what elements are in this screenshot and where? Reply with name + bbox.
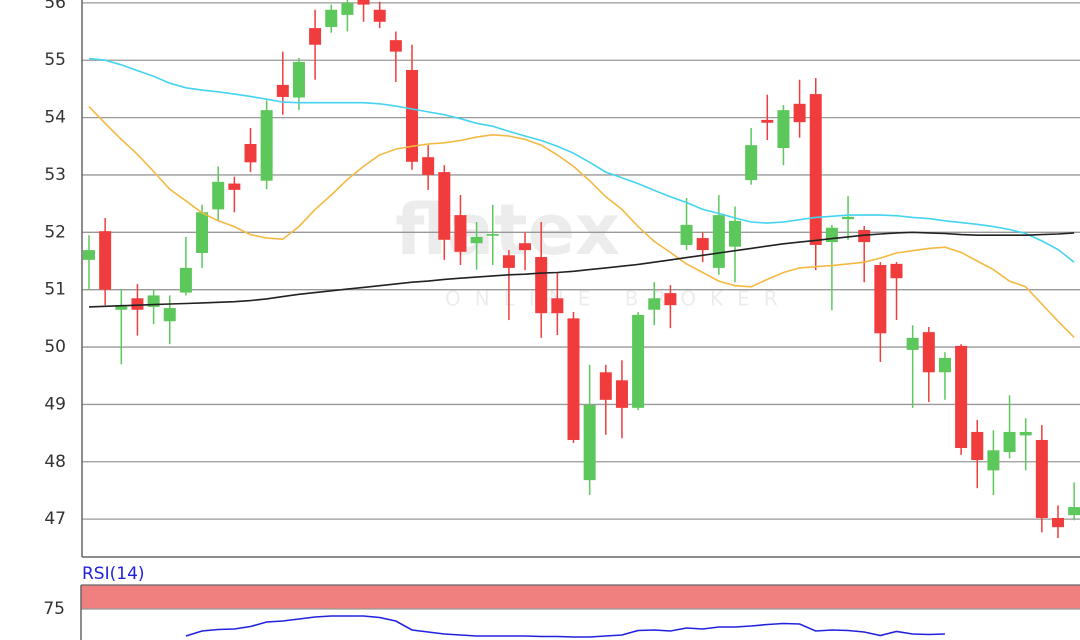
overbought-band	[81, 585, 1080, 609]
candle-body	[438, 172, 451, 240]
y-tick-label: 49	[44, 394, 66, 414]
candle-body	[890, 263, 903, 279]
candle-body	[632, 314, 645, 408]
candle-body	[1068, 507, 1080, 516]
candle-body	[696, 238, 709, 251]
candle-body	[906, 337, 919, 350]
candle-body	[341, 2, 354, 15]
watermark-sub: ONLINE BROKER	[445, 287, 792, 311]
y-tick-label: 52	[44, 222, 66, 242]
candle-body	[938, 357, 951, 373]
moving-average	[88, 57, 1075, 263]
candle-body	[1052, 517, 1064, 528]
candle-body	[260, 110, 273, 181]
candle-body	[147, 295, 160, 307]
candle-body	[842, 216, 855, 220]
y-tick-label: 47	[44, 509, 66, 529]
candle-body	[761, 119, 774, 123]
candle-body	[422, 157, 435, 175]
y-tick-label: 53	[44, 165, 66, 185]
candle-body	[599, 372, 612, 400]
candle-body	[793, 103, 806, 123]
candle-body	[470, 236, 483, 244]
candle-body	[83, 250, 95, 260]
moving-average	[88, 106, 1075, 338]
candle-body	[502, 255, 515, 268]
candle-body	[115, 305, 128, 310]
candle-body	[99, 231, 112, 290]
candle-body	[196, 212, 209, 253]
candle-body	[680, 224, 693, 245]
candle-body	[971, 431, 984, 461]
candle-body	[1019, 431, 1032, 436]
candle-body	[1035, 439, 1048, 518]
candle-body	[276, 84, 289, 97]
panel-title: RSI(14)	[82, 564, 145, 584]
candle-body	[389, 40, 402, 52]
candle-body	[858, 230, 871, 243]
candle-body	[955, 345, 968, 449]
candle-body	[777, 110, 790, 148]
candle-body	[244, 143, 257, 163]
candle-body	[809, 94, 822, 245]
candle-body	[519, 243, 532, 251]
candle-body	[567, 318, 580, 440]
candle-body	[309, 28, 322, 45]
candle-body	[922, 332, 935, 373]
rsi-line	[185, 615, 945, 638]
candle-body	[163, 308, 176, 322]
y-tick-label: 51	[44, 280, 66, 300]
candle-body	[131, 298, 144, 310]
candle-body	[454, 215, 467, 252]
candle-body	[615, 380, 628, 408]
y-tick-label: 55	[44, 50, 66, 70]
candle-body	[664, 293, 677, 306]
candle-body	[874, 265, 887, 334]
candle-body	[535, 256, 548, 314]
candle-body	[825, 227, 838, 243]
candle-body	[406, 69, 418, 162]
y-tick-label: 48	[44, 452, 66, 472]
y-tick-label: 75	[43, 599, 65, 619]
candle-body	[212, 181, 225, 210]
candle-body	[292, 61, 305, 98]
candle-body	[486, 234, 499, 236]
candle-body	[712, 215, 725, 268]
candle-body	[373, 9, 386, 22]
candle-body	[325, 9, 338, 27]
moving-average	[88, 231, 1075, 308]
candle-body	[1003, 431, 1016, 453]
candle-body	[745, 145, 758, 181]
candle-body	[228, 183, 241, 190]
candle-body	[729, 220, 741, 247]
candle-body	[551, 298, 564, 314]
candle-body	[583, 404, 596, 481]
y-tick-label: 50	[44, 337, 66, 357]
candle-body	[648, 298, 661, 310]
candle-body	[179, 267, 192, 293]
y-tick-label: 56	[44, 0, 66, 13]
candle-body	[357, 0, 370, 5]
y-tick-label: 54	[44, 108, 66, 128]
candle-body	[987, 450, 1000, 471]
